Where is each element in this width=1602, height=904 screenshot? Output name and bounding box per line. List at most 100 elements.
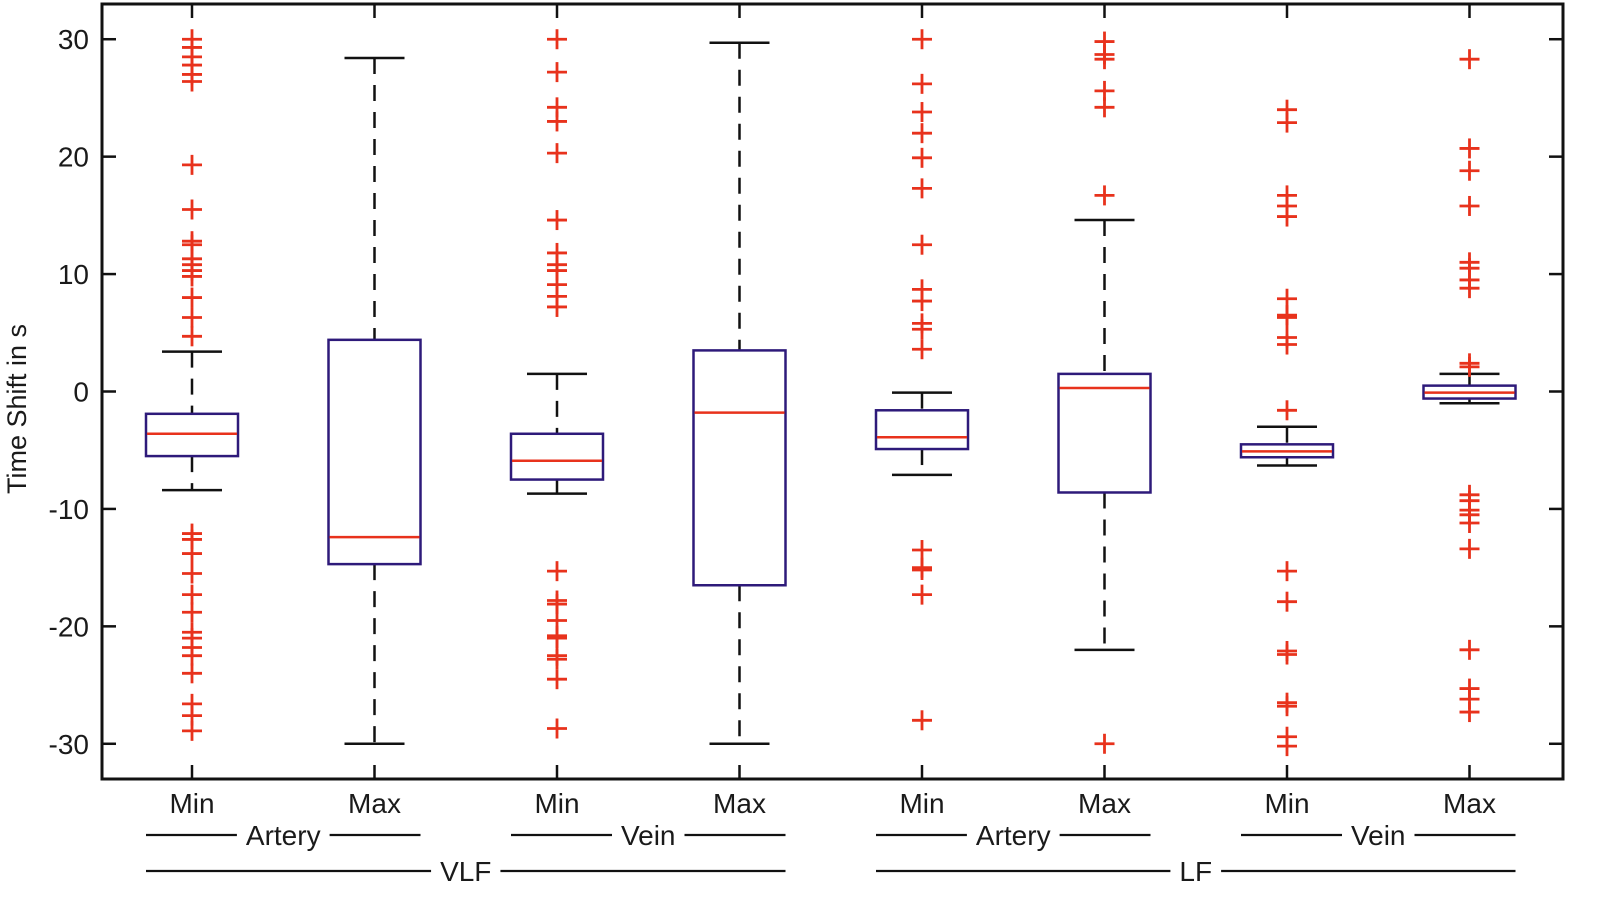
- outlier-marker: [912, 178, 932, 199]
- outlier-marker: [182, 287, 202, 308]
- box-series-2: [509, 29, 605, 739]
- y-tick-label: 10: [58, 259, 89, 290]
- outlier-marker: [182, 663, 202, 684]
- outlier-marker: [1094, 97, 1115, 118]
- outlier-marker: [1459, 278, 1480, 299]
- outlier-marker: [1459, 138, 1480, 159]
- outlier-marker: [912, 584, 932, 605]
- iqr-box: [1057, 372, 1152, 494]
- vessel-group-label: Artery: [976, 820, 1051, 851]
- outlier-marker: [547, 29, 567, 50]
- outlier-marker: [182, 326, 202, 347]
- outlier-marker: [912, 339, 932, 360]
- outlier-marker: [912, 319, 932, 340]
- outlier-marker: [547, 561, 567, 582]
- iqr-box: [1239, 443, 1335, 459]
- outlier-marker: [1459, 513, 1480, 534]
- outlier-marker: [1459, 639, 1480, 660]
- box-series-5: [1057, 31, 1152, 754]
- box-series-4: [874, 29, 970, 731]
- outlier-marker: [912, 540, 932, 561]
- outlier-marker: [182, 584, 202, 605]
- outlier-marker: [1277, 112, 1297, 133]
- x-category-label: Max: [1443, 788, 1496, 819]
- box-series-1: [327, 56, 422, 746]
- outlier-marker: [1277, 561, 1297, 582]
- outlier-marker: [1277, 334, 1297, 355]
- outlier-marker: [912, 559, 932, 580]
- outlier-marker: [182, 602, 202, 623]
- outlier-marker: [547, 718, 567, 739]
- outlier-marker: [912, 73, 932, 94]
- outlier-marker: [182, 266, 202, 287]
- outlier-marker: [912, 123, 932, 144]
- outlier-marker: [1459, 160, 1480, 181]
- outlier-marker: [547, 628, 567, 649]
- outlier-marker: [1094, 185, 1115, 206]
- box-series-3: [692, 41, 787, 746]
- iqr-box: [327, 338, 422, 566]
- outlier-marker: [182, 71, 202, 92]
- vessel-group-label: Vein: [621, 820, 676, 851]
- outlier-marker: [547, 111, 567, 132]
- y-tick-label: -20: [49, 611, 89, 642]
- iqr-box: [692, 349, 787, 587]
- outlier-marker: [182, 645, 202, 666]
- box-series-6: [1239, 99, 1335, 757]
- outlier-marker: [182, 543, 202, 564]
- x-category-label: Max: [713, 788, 766, 819]
- outlier-marker: [912, 29, 932, 50]
- outlier-marker: [547, 296, 567, 317]
- outlier-marker: [182, 307, 202, 328]
- box-series-7: [1422, 49, 1517, 723]
- outlier-marker: [912, 291, 932, 312]
- outlier-marker: [1459, 538, 1480, 559]
- iqr-box: [509, 432, 605, 481]
- outlier-marker: [1277, 307, 1297, 328]
- outlier-marker: [912, 102, 932, 123]
- outlier-marker: [182, 563, 202, 584]
- outlier-marker: [182, 154, 202, 175]
- outlier-marker: [912, 147, 932, 168]
- y-tick-label: 30: [58, 24, 89, 55]
- x-category-label: Min: [534, 788, 579, 819]
- outlier-marker: [1459, 195, 1480, 216]
- y-tick-label: -30: [49, 729, 89, 760]
- axes-frame: [100, 2, 1565, 781]
- outlier-marker: [1277, 591, 1297, 612]
- outlier-marker: [1094, 733, 1115, 754]
- x-category-label: Max: [348, 788, 401, 819]
- x-category-label: Min: [1264, 788, 1309, 819]
- outlier-marker: [547, 649, 567, 670]
- vessel-group-label: Artery: [246, 820, 321, 851]
- outlier-marker: [1459, 356, 1480, 377]
- outlier-marker: [1277, 206, 1297, 227]
- x-category-label: Max: [1078, 788, 1131, 819]
- outlier-marker: [1459, 49, 1480, 70]
- y-axis-label: Time Shift in s: [2, 324, 32, 494]
- outlier-marker: [547, 210, 567, 231]
- outlier-marker: [182, 199, 202, 220]
- outlier-marker: [1277, 400, 1297, 421]
- x-category-label: Min: [899, 788, 944, 819]
- vessel-group-label: Vein: [1351, 820, 1406, 851]
- band-group-label: LF: [1179, 856, 1212, 887]
- band-group-label: VLF: [440, 856, 491, 887]
- y-tick-label: 0: [73, 377, 89, 408]
- iqr-box: [144, 412, 240, 458]
- outlier-marker: [1459, 702, 1480, 723]
- iqr-box: [874, 409, 970, 451]
- outlier-marker: [547, 143, 567, 164]
- plot-area: -30 -20 -10 0 10 20 30 Min Max Min Max Min Max Min Max…: [49, 2, 1565, 887]
- outlier-marker: [182, 720, 202, 741]
- outlier-marker: [1277, 736, 1297, 757]
- outlier-marker: [1277, 644, 1297, 665]
- outlier-marker: [912, 710, 932, 731]
- y-tick-label: 20: [58, 142, 89, 173]
- x-category-label: Min: [169, 788, 214, 819]
- iqr-box: [1422, 384, 1517, 400]
- outlier-marker: [547, 62, 567, 83]
- outlier-marker: [547, 669, 567, 690]
- outlier-marker: [1094, 49, 1115, 70]
